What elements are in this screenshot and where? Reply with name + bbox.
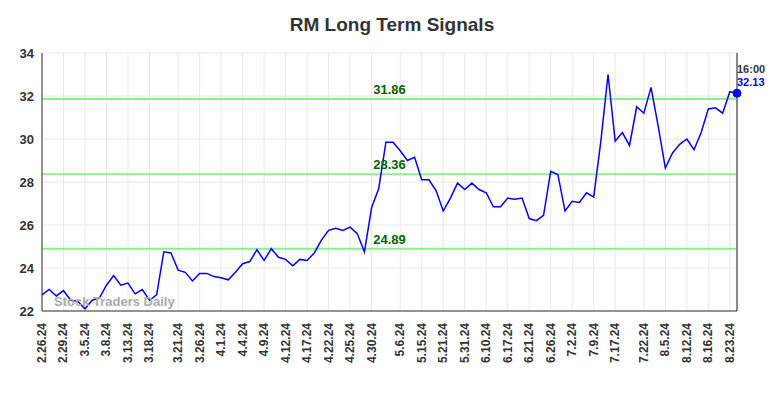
svg-text:4.4.24: 4.4.24	[236, 323, 250, 357]
svg-text:8.16.24: 8.16.24	[701, 323, 715, 363]
svg-text:5.31.24: 5.31.24	[458, 323, 472, 363]
svg-text:28.36: 28.36	[373, 157, 406, 172]
svg-text:7.22.24: 7.22.24	[637, 323, 651, 363]
html-text:Stock Traders Daily: Stock Traders Daily	[54, 294, 175, 309]
svg-text:4.9.24: 4.9.24	[257, 323, 271, 357]
svg-text:8.5.24: 8.5.24	[658, 323, 672, 357]
svg-text:26: 26	[20, 218, 34, 233]
svg-text:22: 22	[20, 304, 34, 319]
svg-text:4.12.24: 4.12.24	[279, 323, 293, 363]
svg-text:32.13: 32.13	[737, 76, 765, 88]
svg-text:31.86: 31.86	[373, 82, 406, 97]
svg-text:3.5.24: 3.5.24	[78, 323, 92, 357]
svg-text:5.15.24: 5.15.24	[415, 323, 429, 363]
svg-text:5.21.24: 5.21.24	[436, 323, 450, 363]
svg-text:7.9.24: 7.9.24	[587, 323, 601, 357]
svg-text:24: 24	[20, 261, 35, 276]
svg-text:24.89: 24.89	[373, 232, 406, 247]
svg-text:3.21.24: 3.21.24	[171, 323, 185, 363]
svg-text:4.30.24: 4.30.24	[365, 323, 379, 363]
svg-text:8.12.24: 8.12.24	[680, 323, 694, 363]
svg-text:34: 34	[20, 46, 35, 61]
svg-text:28: 28	[20, 175, 34, 190]
svg-text:4.17.24: 4.17.24	[300, 323, 314, 363]
svg-text:7.17.24: 7.17.24	[608, 323, 622, 363]
svg-text:6.17.24: 6.17.24	[501, 323, 515, 363]
svg-text:6.21.24: 6.21.24	[522, 323, 536, 363]
svg-text:30: 30	[20, 132, 34, 147]
html-text:RM Long Term Signals: RM Long Term Signals	[289, 14, 495, 35]
svg-text:3.13.24: 3.13.24	[121, 323, 135, 363]
svg-text:8.23.24: 8.23.24	[723, 323, 737, 363]
svg-text:3.8.24: 3.8.24	[99, 323, 113, 357]
svg-text:4.22.24: 4.22.24	[322, 323, 336, 363]
svg-text:2.26.24: 2.26.24	[35, 323, 49, 363]
svg-text:7.2.24: 7.2.24	[565, 323, 579, 357]
svg-text:4.25.24: 4.25.24	[343, 323, 357, 363]
svg-text:2.29.24: 2.29.24	[56, 323, 70, 363]
svg-text:16:00: 16:00	[737, 63, 765, 75]
svg-text:3.18.24: 3.18.24	[142, 323, 156, 363]
svg-text:5.6.24: 5.6.24	[393, 323, 407, 357]
svg-text:4.1.24: 4.1.24	[214, 323, 228, 357]
svg-text:6.26.24: 6.26.24	[544, 323, 558, 363]
svg-text:3.26.24: 3.26.24	[193, 323, 207, 363]
svg-text:32: 32	[20, 89, 34, 104]
svg-text:6.10.24: 6.10.24	[479, 323, 493, 363]
